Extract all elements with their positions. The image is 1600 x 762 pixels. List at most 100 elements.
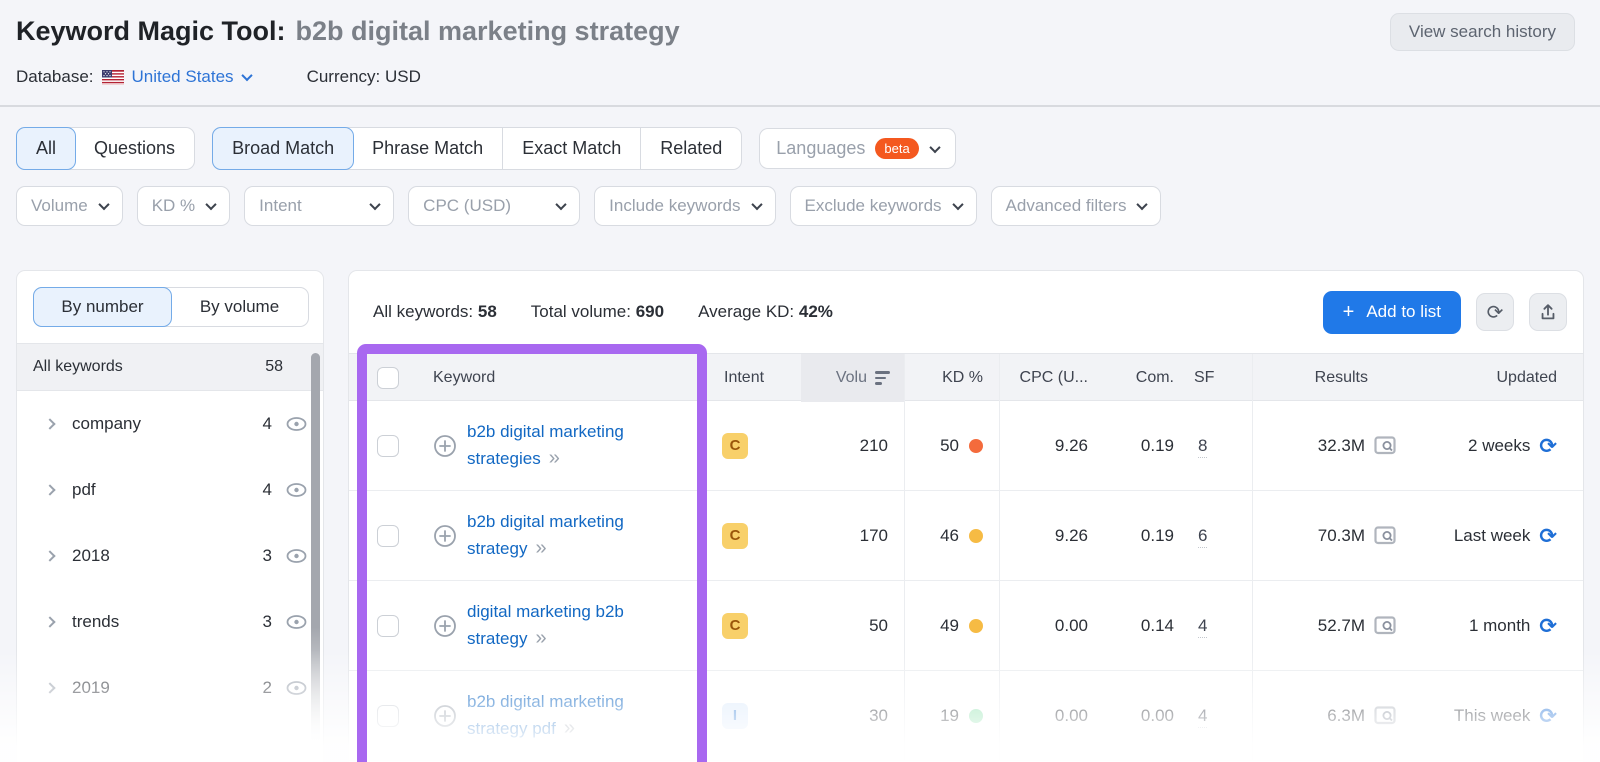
- tab-broad-match[interactable]: Broad Match: [212, 127, 355, 170]
- kd-value: 46: [940, 525, 959, 545]
- serp-features-count[interactable]: 4: [1198, 705, 1208, 728]
- refresh-keyword-icon[interactable]: ⟳: [1539, 613, 1557, 638]
- serp-features-count[interactable]: 6: [1198, 525, 1208, 548]
- group-item-2018[interactable]: 2018 3: [17, 523, 323, 589]
- row-checkbox[interactable]: [377, 704, 399, 727]
- view-search-history-button[interactable]: View search history: [1389, 13, 1575, 51]
- serp-preview-icon[interactable]: [1374, 706, 1396, 725]
- com-value: 0.00: [1140, 705, 1174, 725]
- keywords-table-panel: All keywords: 58 Total volume: 690 Avera…: [348, 270, 1584, 762]
- chevron-down-icon: [929, 141, 941, 153]
- table-row: b2b digital marketing strategy pdf» I 30 …: [349, 671, 1583, 761]
- column-kd[interactable]: KD %: [904, 354, 999, 402]
- chevron-right-icon: [44, 616, 56, 628]
- tab-all[interactable]: All: [16, 127, 77, 170]
- column-volume[interactable]: Volu: [801, 354, 904, 402]
- all-keywords-label: All keywords: [33, 358, 123, 375]
- keyword-link[interactable]: b2b digital marketing strategies»: [467, 422, 624, 469]
- advanced-filters-dropdown[interactable]: Advanced filters: [990, 186, 1162, 226]
- column-com[interactable]: Com.: [1135, 369, 1174, 386]
- exclude-keywords-dropdown[interactable]: Exclude keywords: [789, 186, 977, 226]
- add-keyword-icon[interactable]: [433, 434, 457, 458]
- tab-phrase-match[interactable]: Phrase Match: [353, 128, 504, 169]
- all-keywords-group-header[interactable]: All keywords 58: [17, 343, 323, 391]
- group-item-company[interactable]: company 4: [17, 391, 323, 457]
- updated-value: 1 month: [1468, 615, 1531, 635]
- add-keyword-icon[interactable]: [433, 524, 457, 548]
- refresh-keyword-icon[interactable]: ⟳: [1539, 433, 1557, 458]
- cpc-filter-dropdown[interactable]: CPC (USD): [408, 186, 581, 226]
- intent-badge[interactable]: C: [722, 522, 748, 549]
- by-volume-toggle[interactable]: By volume: [199, 297, 280, 316]
- keyword-link[interactable]: b2b digital marketing strategy pdf»: [467, 692, 624, 739]
- header-divider: [0, 105, 1600, 107]
- results-value: 32.3M: [1317, 435, 1365, 455]
- add-keyword-icon[interactable]: [433, 704, 457, 728]
- double-chevron-icon[interactable]: »: [548, 447, 560, 469]
- eye-icon[interactable]: [286, 681, 307, 695]
- add-to-list-button[interactable]: + Add to list: [1322, 290, 1461, 334]
- refresh-keyword-icon[interactable]: ⟳: [1539, 703, 1557, 728]
- chevron-right-icon: [44, 484, 56, 496]
- keyword-link[interactable]: digital marketing b2b strategy»: [467, 602, 624, 649]
- tab-exact-match[interactable]: Exact Match: [503, 128, 642, 169]
- database-selector[interactable]: United States: [131, 67, 253, 87]
- refresh-metrics-button[interactable]: ⟳: [1476, 293, 1514, 331]
- serp-preview-icon[interactable]: [1374, 436, 1396, 455]
- intent-badge[interactable]: I: [722, 702, 748, 729]
- intent-filter-dropdown[interactable]: Intent: [244, 186, 395, 226]
- chevron-down-icon: [369, 198, 381, 211]
- database-value: United States: [131, 67, 234, 86]
- tab-questions[interactable]: Questions: [94, 138, 176, 158]
- group-item-trends[interactable]: trends 3: [17, 589, 323, 655]
- keyword-link[interactable]: b2b digital marketing strategy»: [467, 512, 624, 559]
- search-query-title: b2b digital marketing strategy: [295, 16, 680, 46]
- double-chevron-icon[interactable]: »: [535, 627, 546, 649]
- by-number-toggle[interactable]: By number: [33, 287, 172, 327]
- filters-bar: Volume KD % Intent CPC (USD) Include key…: [0, 170, 1600, 226]
- results-value: 52.7M: [1317, 615, 1365, 635]
- double-chevron-icon[interactable]: »: [563, 717, 575, 739]
- column-updated[interactable]: Updated: [1496, 369, 1558, 386]
- table-stats-bar: All keywords: 58 Total volume: 690 Avera…: [349, 271, 1583, 353]
- serp-features-count[interactable]: 8: [1198, 435, 1208, 458]
- refresh-keyword-icon[interactable]: ⟳: [1539, 523, 1557, 548]
- eye-icon[interactable]: [286, 417, 307, 431]
- double-chevron-icon[interactable]: »: [535, 537, 546, 559]
- results-value: 6.3M: [1327, 705, 1365, 725]
- column-sf[interactable]: SF: [1194, 369, 1215, 386]
- intent-badge[interactable]: C: [722, 612, 748, 639]
- serp-preview-icon[interactable]: [1374, 526, 1396, 545]
- column-intent[interactable]: Intent: [724, 369, 765, 386]
- group-item-2019[interactable]: 2019 2: [17, 655, 323, 721]
- intent-badge[interactable]: C: [722, 432, 748, 459]
- eye-icon[interactable]: [286, 615, 307, 629]
- cpc-value: 0.00: [999, 671, 1106, 760]
- column-cpc[interactable]: CPC (U...: [999, 354, 1106, 402]
- export-button[interactable]: [1529, 293, 1567, 331]
- serp-preview-icon[interactable]: [1374, 616, 1396, 635]
- kd-filter-dropdown[interactable]: KD %: [136, 186, 231, 226]
- languages-label: Languages: [776, 138, 866, 158]
- column-results[interactable]: Results: [1252, 354, 1406, 402]
- eye-icon[interactable]: [286, 549, 307, 563]
- stat-all-keywords-label: All keywords:: [373, 302, 474, 321]
- volume-filter-dropdown[interactable]: Volume: [16, 186, 123, 226]
- chevron-down-icon: [951, 198, 964, 211]
- row-checkbox[interactable]: [377, 614, 399, 637]
- chevron-down-icon: [750, 198, 763, 211]
- row-checkbox[interactable]: [377, 434, 399, 457]
- tab-related[interactable]: Related: [660, 138, 723, 158]
- row-checkbox[interactable]: [377, 524, 399, 547]
- select-all-checkbox[interactable]: [377, 367, 399, 389]
- include-keywords-dropdown[interactable]: Include keywords: [594, 186, 776, 226]
- sidebar-scrollbar[interactable]: [311, 353, 320, 745]
- eye-icon[interactable]: [286, 483, 307, 497]
- languages-dropdown[interactable]: Languages beta: [759, 128, 956, 169]
- serp-features-count[interactable]: 4: [1198, 615, 1208, 638]
- updated-value: Last week: [1453, 525, 1531, 545]
- column-keyword[interactable]: Keyword: [433, 369, 496, 386]
- export-icon: [1541, 304, 1555, 320]
- add-keyword-icon[interactable]: [433, 614, 457, 638]
- group-item-pdf[interactable]: pdf 4: [17, 457, 323, 523]
